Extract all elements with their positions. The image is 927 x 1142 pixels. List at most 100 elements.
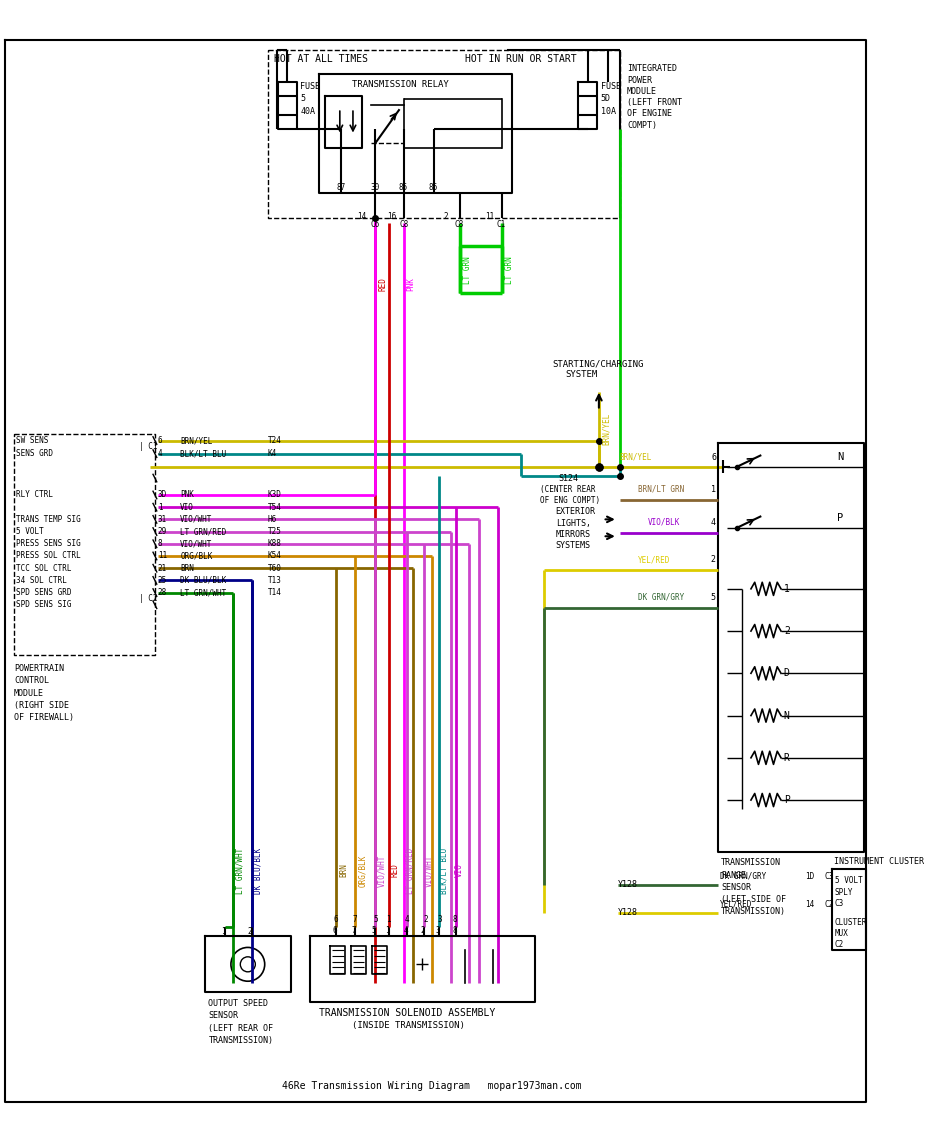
Text: RED: RED xyxy=(390,863,399,877)
Text: T14: T14 xyxy=(267,588,281,597)
Text: 5: 5 xyxy=(373,915,377,924)
Text: 1: 1 xyxy=(158,502,162,512)
Text: VIO/WHT: VIO/WHT xyxy=(377,854,386,886)
Text: SENSOR: SENSOR xyxy=(720,883,750,892)
Text: 2: 2 xyxy=(783,626,789,636)
Text: 2: 2 xyxy=(424,915,428,924)
Text: N: N xyxy=(783,710,789,721)
Text: C6: C6 xyxy=(371,220,380,230)
Text: 1: 1 xyxy=(783,584,789,594)
Text: BLK/LT BLU: BLK/LT BLU xyxy=(180,449,226,458)
Text: 7: 7 xyxy=(350,926,355,935)
Text: BLK/LT BLU: BLK/LT BLU xyxy=(438,847,448,893)
Text: RED: RED xyxy=(378,276,387,291)
Text: YEL/RED: YEL/RED xyxy=(719,900,752,909)
Text: T54: T54 xyxy=(267,502,281,512)
Text: TRANSMISSION): TRANSMISSION) xyxy=(720,907,785,916)
Text: CLUSTER: CLUSTER xyxy=(833,917,866,926)
Text: 5: 5 xyxy=(372,926,376,935)
Text: OUTPUT SPEED: OUTPUT SPEED xyxy=(209,999,268,1008)
Text: 10A: 10A xyxy=(600,106,616,115)
Text: C8: C8 xyxy=(454,220,464,230)
Text: VIO: VIO xyxy=(455,863,464,877)
Text: BRN/YEL: BRN/YEL xyxy=(180,436,212,445)
Text: C3: C3 xyxy=(823,871,832,880)
Text: OF FIREWALL): OF FIREWALL) xyxy=(14,713,74,722)
Text: DK GRN/GRY: DK GRN/GRY xyxy=(719,871,766,880)
Text: BRN: BRN xyxy=(339,863,349,877)
Text: RLY CTRL: RLY CTRL xyxy=(16,490,53,499)
Text: SYSTEMS: SYSTEMS xyxy=(555,541,590,550)
Text: LT GRN/WHT: LT GRN/WHT xyxy=(180,588,226,597)
Text: 11: 11 xyxy=(485,211,494,220)
Text: RANGE: RANGE xyxy=(720,870,745,879)
Text: 3: 3 xyxy=(435,926,439,935)
Text: K4: K4 xyxy=(267,449,276,458)
Text: 1: 1 xyxy=(222,927,226,936)
Text: TRANSMISSION): TRANSMISSION) xyxy=(209,1036,273,1045)
Text: 5 VOLT: 5 VOLT xyxy=(833,876,861,885)
Text: VIO/WHT: VIO/WHT xyxy=(424,854,433,886)
Text: SPD SENS GRD: SPD SENS GRD xyxy=(16,588,71,597)
Text: SENS GRD: SENS GRD xyxy=(16,449,53,458)
Text: T60: T60 xyxy=(267,564,281,572)
Text: 14: 14 xyxy=(805,900,814,909)
Text: 8: 8 xyxy=(452,915,457,924)
Text: SENSOR: SENSOR xyxy=(209,1012,238,1021)
Text: R: R xyxy=(783,753,789,763)
Text: TRANSMISSION RELAY: TRANSMISSION RELAY xyxy=(351,80,449,89)
Text: 31: 31 xyxy=(158,515,167,524)
Text: PNK: PNK xyxy=(406,276,415,291)
Text: MIRRORS: MIRRORS xyxy=(555,530,590,539)
Text: DK GRN/GRY: DK GRN/GRY xyxy=(638,593,684,602)
Text: 14: 14 xyxy=(356,211,365,220)
Text: OF ENGINE: OF ENGINE xyxy=(627,110,671,119)
Text: LT GRN/RED: LT GRN/RED xyxy=(180,528,226,536)
Text: 6: 6 xyxy=(334,915,338,924)
Text: POWER: POWER xyxy=(627,75,652,85)
Text: SPD SENS SIG: SPD SENS SIG xyxy=(16,601,71,610)
Text: 30: 30 xyxy=(371,183,380,192)
Text: 5D: 5D xyxy=(600,95,610,103)
Text: SYSTEM: SYSTEM xyxy=(565,370,597,379)
Text: INSTRUMENT CLUSTER: INSTRUMENT CLUSTER xyxy=(832,856,922,866)
Text: TRANSMISSION SOLENOID ASSEMBLY: TRANSMISSION SOLENOID ASSEMBLY xyxy=(319,1008,495,1019)
Text: 3: 3 xyxy=(437,915,441,924)
Text: 2: 2 xyxy=(710,555,715,564)
Text: 46Re Transmission Wiring Diagram   mopar1973man.com: 46Re Transmission Wiring Diagram mopar19… xyxy=(281,1081,580,1092)
Text: 4: 4 xyxy=(158,449,162,458)
Text: SW SENS: SW SENS xyxy=(16,436,48,445)
Text: 28: 28 xyxy=(158,588,167,597)
Text: T24: T24 xyxy=(267,436,281,445)
Text: DK BLU/BLK: DK BLU/BLK xyxy=(253,847,262,893)
Text: TCC SOL CTRL: TCC SOL CTRL xyxy=(16,564,71,572)
Text: 5: 5 xyxy=(710,593,715,602)
Text: (CENTER REAR: (CENTER REAR xyxy=(540,485,594,493)
Text: LT GRN: LT GRN xyxy=(504,256,514,283)
Text: ORG/BLK: ORG/BLK xyxy=(180,552,212,561)
Text: H6: H6 xyxy=(267,515,276,524)
Text: 1D: 1D xyxy=(805,871,814,880)
Text: EXTERIOR: EXTERIOR xyxy=(555,507,595,516)
Text: Y128: Y128 xyxy=(617,908,637,917)
Text: OF ENG COMPT): OF ENG COMPT) xyxy=(540,496,599,505)
Text: 87: 87 xyxy=(336,183,345,192)
Text: 4: 4 xyxy=(710,517,715,526)
Text: K54: K54 xyxy=(267,552,281,561)
Text: LT GRN/RED: LT GRN/RED xyxy=(405,847,414,893)
Text: LT GRN/WHT: LT GRN/WHT xyxy=(235,847,245,893)
Text: 85: 85 xyxy=(399,183,408,192)
Text: 6: 6 xyxy=(332,926,337,935)
Text: Y128: Y128 xyxy=(617,880,637,888)
Text: N: N xyxy=(836,452,843,463)
Text: (LEFT REAR OF: (LEFT REAR OF xyxy=(209,1023,273,1032)
Text: MODULE: MODULE xyxy=(14,689,44,698)
Text: P: P xyxy=(836,514,843,523)
Text: BRN: BRN xyxy=(180,564,194,572)
Text: VIO/WHT: VIO/WHT xyxy=(180,539,212,548)
Text: YEL/RED: YEL/RED xyxy=(638,555,670,564)
Text: PNK: PNK xyxy=(180,490,194,499)
Text: HOT IN RUN OR START: HOT IN RUN OR START xyxy=(464,55,576,64)
Text: | C2: | C2 xyxy=(139,594,158,603)
Text: MUX: MUX xyxy=(833,928,847,938)
